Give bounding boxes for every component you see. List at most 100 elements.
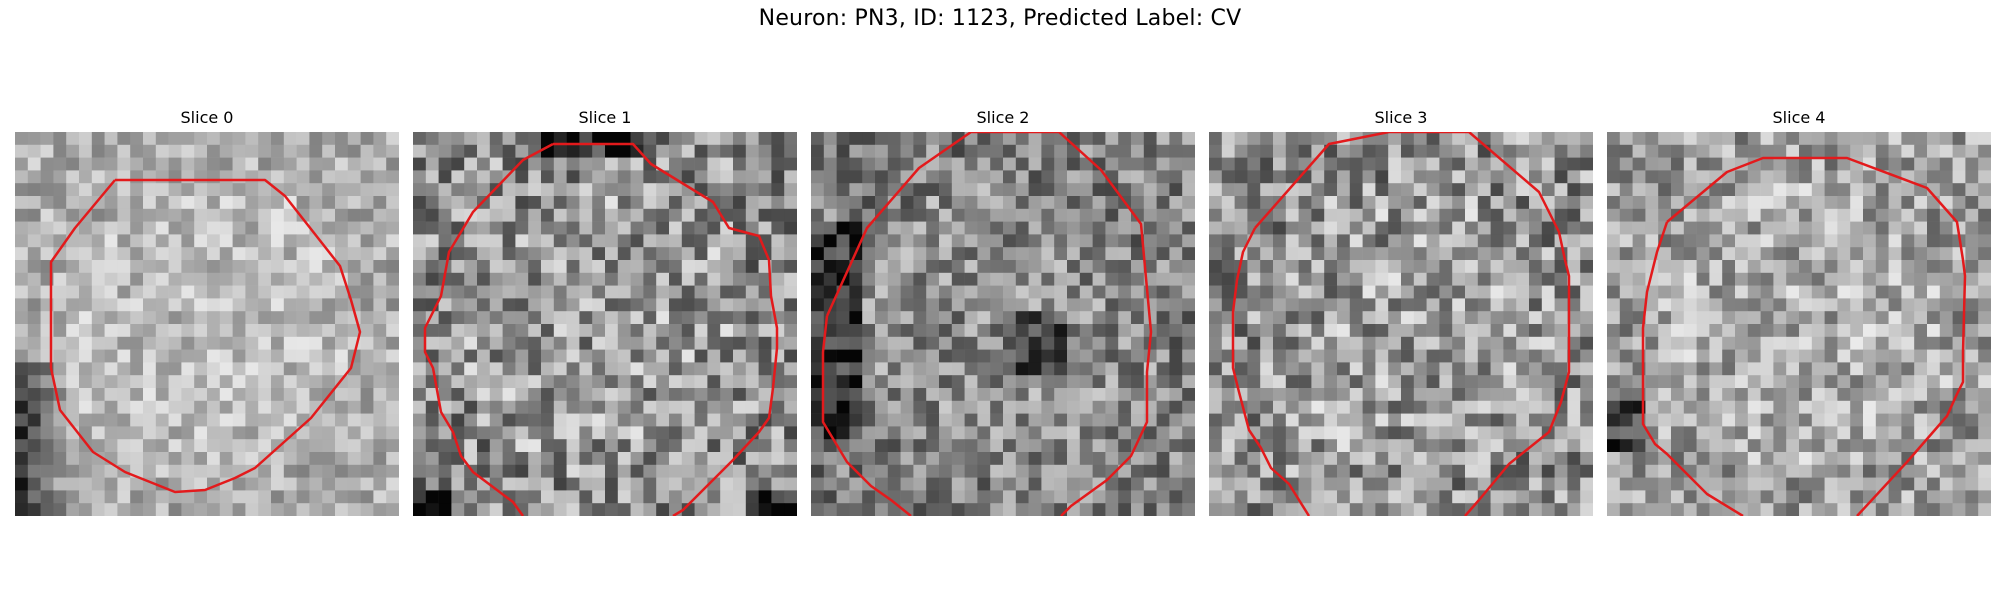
- voxel-pixel: [1875, 452, 1889, 466]
- voxel-pixel: [1683, 260, 1697, 274]
- voxel-pixel: [155, 132, 169, 146]
- voxel-pixel: [823, 196, 837, 210]
- voxel-pixel: [1773, 336, 1787, 350]
- voxel-pixel: [1696, 170, 1710, 184]
- voxel-pixel: [579, 247, 593, 261]
- voxel-pixel: [720, 285, 734, 299]
- voxel-pixel: [79, 183, 93, 197]
- voxel-pixel: [1952, 298, 1966, 312]
- voxel-pixel: [1888, 208, 1902, 222]
- voxel-pixel: [271, 375, 285, 389]
- voxel-pixel: [553, 132, 567, 146]
- voxel-pixel: [1247, 183, 1261, 197]
- voxel-pixel: [681, 247, 695, 261]
- voxel-pixel: [605, 285, 619, 299]
- voxel-pixel: [258, 132, 272, 146]
- voxel-pixel: [1773, 426, 1787, 440]
- voxel-pixel: [425, 183, 439, 197]
- voxel-pixel: [104, 234, 118, 248]
- voxel-pixel: [745, 170, 759, 184]
- voxel-pixel: [1863, 221, 1877, 235]
- voxel-pixel: [1939, 311, 1953, 325]
- voxel-pixel: [1645, 132, 1659, 146]
- voxel-pixel: [1863, 439, 1877, 453]
- voxel-pixel: [1939, 477, 1953, 491]
- voxel-pixel: [579, 170, 593, 184]
- voxel-pixel: [502, 375, 516, 389]
- voxel-pixel: [553, 234, 567, 248]
- voxel-pixel: [1503, 311, 1517, 325]
- voxel-pixel: [335, 298, 349, 312]
- voxel-pixel: [1260, 234, 1274, 248]
- voxel-pixel: [1169, 503, 1183, 516]
- voxel-pixel: [1260, 285, 1274, 299]
- voxel-pixel: [913, 375, 927, 389]
- voxel-pixel: [1092, 285, 1106, 299]
- voxel-pixel: [900, 260, 914, 274]
- voxel-pixel: [605, 157, 619, 171]
- voxel-pixel: [1824, 260, 1838, 274]
- voxel-pixel: [836, 336, 850, 350]
- voxel-pixel: [656, 452, 670, 466]
- voxel-pixel: [1426, 464, 1440, 478]
- voxel-pixel: [117, 503, 131, 516]
- voxel-pixel: [1156, 490, 1170, 504]
- voxel-pixel: [1850, 221, 1864, 235]
- voxel-pixel: [630, 375, 644, 389]
- voxel-pixel: [528, 183, 542, 197]
- voxel-pixel: [27, 260, 41, 274]
- voxel-pixel: [1567, 208, 1581, 222]
- voxel-pixel: [964, 272, 978, 286]
- voxel-pixel: [1209, 170, 1223, 184]
- voxel-pixel: [990, 170, 1004, 184]
- voxel-pixel: [1105, 388, 1119, 402]
- voxel-pixel: [1554, 170, 1568, 184]
- voxel-pixel: [1156, 221, 1170, 235]
- voxel-pixel: [1079, 298, 1093, 312]
- voxel-pixel: [1516, 349, 1530, 363]
- voxel-pixel: [309, 183, 323, 197]
- voxel-pixel: [900, 247, 914, 261]
- voxel-pixel: [1875, 362, 1889, 376]
- voxel-pixel: [489, 400, 503, 414]
- voxel-pixel: [964, 183, 978, 197]
- voxel-pixel: [515, 426, 529, 440]
- voxel-pixel: [232, 170, 246, 184]
- voxel-pixel: [875, 362, 889, 376]
- voxel-pixel: [566, 132, 580, 146]
- voxel-pixel: [194, 464, 208, 478]
- voxel-pixel: [1477, 439, 1491, 453]
- voxel-pixel: [1722, 247, 1736, 261]
- voxel-pixel: [104, 349, 118, 363]
- voxel-pixel: [733, 336, 747, 350]
- voxel-pixel: [1079, 503, 1093, 516]
- voxel-pixel: [117, 144, 131, 158]
- voxel-pixel: [1092, 208, 1106, 222]
- voxel-pixel: [566, 400, 580, 414]
- voxel-pixel: [811, 234, 825, 248]
- voxel-pixel: [1927, 490, 1941, 504]
- voxel-pixel: [1747, 234, 1761, 248]
- voxel-pixel: [1811, 311, 1825, 325]
- voxel-pixel: [528, 196, 542, 210]
- voxel-pixel: [1786, 375, 1800, 389]
- voxel-pixel: [579, 375, 593, 389]
- voxel-pixel: [1927, 208, 1941, 222]
- voxel-pixel: [40, 144, 54, 158]
- voxel-pixel: [1786, 477, 1800, 491]
- voxel-pixel: [1927, 362, 1941, 376]
- voxel-pixel: [309, 298, 323, 312]
- voxel-pixel: [1311, 400, 1325, 414]
- voxel-pixel: [1978, 183, 1991, 197]
- voxel-pixel: [1375, 234, 1389, 248]
- voxel-pixel: [1337, 298, 1351, 312]
- voxel-pixel: [1747, 349, 1761, 363]
- voxel-pixel: [1632, 196, 1646, 210]
- voxel-pixel: [1875, 183, 1889, 197]
- voxel-pixel: [1349, 336, 1363, 350]
- voxel-pixel: [296, 234, 310, 248]
- voxel-pixel: [66, 503, 80, 516]
- voxel-pixel: [1337, 234, 1351, 248]
- voxel-pixel: [707, 132, 721, 146]
- voxel-pixel: [232, 477, 246, 491]
